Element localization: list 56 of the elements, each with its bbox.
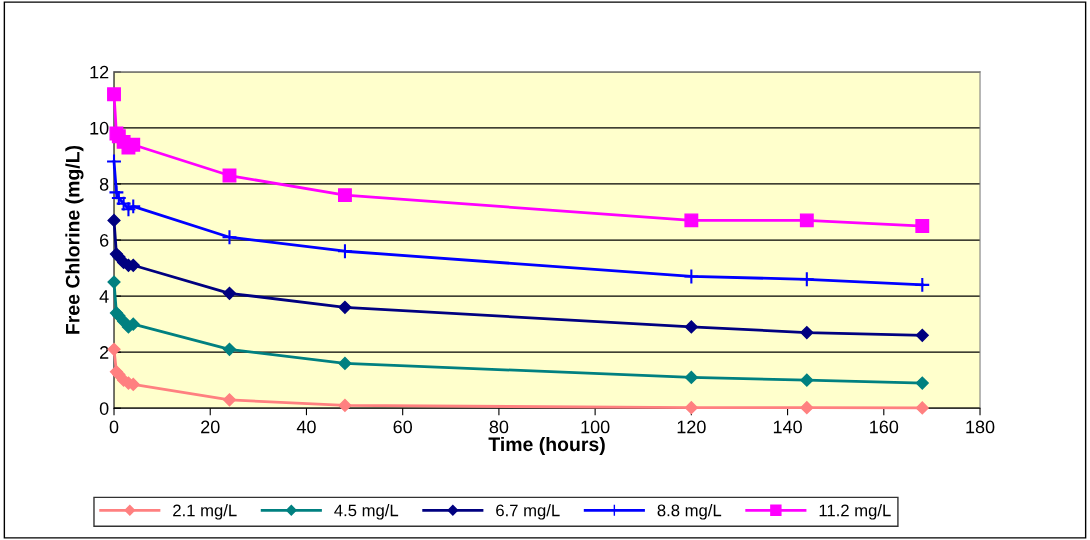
point	[338, 356, 352, 370]
point	[338, 398, 352, 413]
x-tick-label: 40	[296, 420, 316, 434]
point	[800, 373, 814, 387]
legend-label: 8.8 mg/L	[657, 504, 722, 520]
point	[915, 376, 929, 390]
x-tick-label: 180	[966, 420, 995, 434]
y-tick-label: 10	[90, 121, 109, 135]
point	[915, 401, 929, 415]
point	[798, 271, 815, 288]
point	[107, 87, 121, 102]
x-tick-label: 160	[870, 420, 899, 434]
point	[222, 286, 237, 300]
point	[800, 401, 814, 415]
y-tick-label: 0	[99, 402, 109, 415]
legend-label: 11.2 mg/L	[819, 504, 891, 520]
point	[915, 219, 930, 233]
legend-label: 2.1 mg/L	[173, 504, 237, 520]
point	[684, 320, 698, 334]
point	[914, 276, 931, 293]
point	[107, 275, 121, 289]
x-tick-label: 100	[581, 420, 610, 434]
point	[107, 213, 121, 227]
x-tick-label: 60	[393, 420, 413, 434]
y-tick-label: 6	[100, 233, 109, 247]
x-tick-label: 120	[677, 420, 706, 434]
point	[222, 342, 237, 356]
x-tick-label: 0	[109, 420, 119, 434]
point	[684, 401, 698, 415]
x-tick-label: 80	[489, 420, 509, 434]
point	[221, 229, 238, 246]
y-tick-label: 4	[99, 290, 109, 303]
point	[336, 243, 353, 260]
x-tick-label: 140	[773, 420, 802, 434]
x-tick-label: 20	[201, 420, 220, 434]
y-tick-label: 8	[99, 177, 109, 191]
y-tick-label: 12	[90, 65, 109, 79]
point	[338, 188, 352, 203]
y-tick-label: 2	[100, 346, 109, 359]
point	[222, 393, 237, 407]
legend-label: 6.7 mg/L	[496, 504, 560, 520]
point	[799, 213, 814, 228]
point	[115, 195, 132, 212]
legend-label: 4.5 mg/L	[334, 504, 399, 520]
point	[683, 268, 700, 285]
point	[684, 213, 699, 228]
point	[106, 153, 122, 170]
point	[915, 328, 929, 342]
point	[120, 201, 137, 218]
point	[125, 198, 142, 215]
x-axis-title: Time (hours)	[488, 436, 605, 455]
point	[110, 189, 127, 206]
y-axis-title: Free Chlorine (mg/L)	[65, 145, 84, 334]
point	[684, 370, 698, 384]
point	[338, 300, 352, 314]
point	[800, 325, 814, 340]
